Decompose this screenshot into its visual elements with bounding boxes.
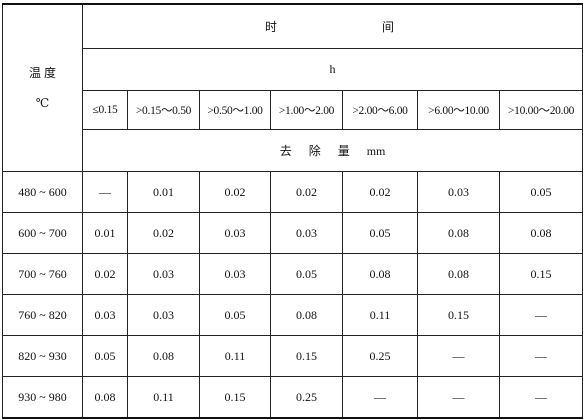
value-cell: — bbox=[498, 335, 584, 377]
table-wrap: 温 度 ℃ 时 间 h ≤0.15 >0.15～0.50 >0.50～1.00 >1.00～2… bbox=[2, 3, 584, 419]
value-cell: 0.02 bbox=[127, 212, 200, 254]
interval-header: >0.15～0.50 bbox=[127, 90, 200, 130]
time-header: 时 间 bbox=[81, 3, 584, 49]
temperature-header-cell: 温 度 ℃ bbox=[2, 3, 83, 172]
value-cell: 0.03 bbox=[127, 294, 200, 336]
value-cell: 0.01 bbox=[82, 212, 128, 254]
time-unit: h bbox=[81, 48, 584, 91]
value-cell: 0.25 bbox=[270, 376, 343, 419]
value-cell: 0.03 bbox=[270, 212, 343, 254]
value-cell: 0.02 bbox=[270, 171, 343, 213]
value-cell: 0.03 bbox=[199, 212, 271, 254]
temperature-cell: 480 ~ 600 bbox=[2, 171, 83, 213]
value-cell: 0.11 bbox=[342, 294, 418, 336]
value-cell: 0.05 bbox=[498, 171, 584, 213]
table-row: 去 除 量 mm bbox=[3, 129, 584, 172]
value-cell: 0.11 bbox=[127, 376, 200, 419]
removal-header: 去 除 量 mm bbox=[81, 129, 584, 172]
value-cell: 0.02 bbox=[342, 171, 418, 213]
value-cell: — bbox=[417, 376, 500, 419]
temperature-cell: 700 ~ 760 bbox=[2, 253, 83, 295]
value-cell: 0.08 bbox=[270, 294, 343, 336]
value-cell: 0.03 bbox=[82, 294, 128, 336]
value-cell: 0.15 bbox=[498, 253, 584, 295]
value-cell: 0.05 bbox=[199, 294, 271, 336]
value-cell: 0.05 bbox=[82, 335, 128, 377]
value-cell: 0.15 bbox=[270, 335, 343, 377]
temperature-cell: 930 ~ 980 bbox=[2, 376, 83, 419]
temperature-cell: 600 ~ 700 bbox=[2, 212, 83, 254]
table-row: 760 ~ 820 0.03 0.03 0.05 0.08 0.11 0.15— bbox=[2, 294, 584, 336]
value-cell: 0.25 bbox=[342, 335, 418, 377]
value-cell: 0.15 bbox=[199, 376, 271, 419]
temperature-unit: ℃ bbox=[35, 96, 50, 110]
value-cell: 0.05 bbox=[270, 253, 343, 295]
table-row: h bbox=[3, 48, 584, 91]
value-cell: 0.08 bbox=[417, 253, 500, 295]
interval-header: ≤0.15 bbox=[82, 90, 128, 130]
value-cell: — bbox=[417, 335, 500, 377]
value-cell: 0.08 bbox=[498, 212, 584, 254]
value-cell: 0.08 bbox=[417, 212, 500, 254]
table-row: 600 ~ 700 0.01 0.02 0.03 0.03 0.05 0.08 0.08 bbox=[2, 212, 584, 254]
temperature-cell: 820 ~ 930 bbox=[2, 335, 83, 377]
table-row: 温 度 ℃ 时 间 bbox=[2, 3, 584, 172]
value-cell: 0.01 bbox=[127, 171, 200, 213]
value-cell: — bbox=[82, 171, 128, 213]
value-cell: — bbox=[498, 294, 584, 336]
temperature-cell: 760 ~ 820 bbox=[2, 294, 83, 336]
table-row: 930 ~ 980 0.08 0.11 0.15 0.25— — — bbox=[2, 376, 584, 419]
value-cell: 0.03 bbox=[127, 253, 200, 295]
value-cell: 0.02 bbox=[199, 171, 271, 213]
value-cell: 0.08 bbox=[127, 335, 200, 377]
interval-header: >0.50～1.00 bbox=[199, 90, 271, 130]
table-row: 820 ~ 930 0.05 0.08 0.11 0.15 0.25— — bbox=[2, 335, 584, 377]
interval-header: >10.00～20.00 bbox=[498, 90, 584, 130]
value-cell: 0.03 bbox=[199, 253, 271, 295]
value-cell: 0.02 bbox=[82, 253, 128, 295]
removal-table: 温 度 ℃ 时 间 h ≤0.15 >0.15～0.50 >0.50～1.00 >1.00～2… bbox=[2, 3, 584, 419]
value-cell: 0.03 bbox=[417, 171, 500, 213]
interval-header: >1.00～2.00 bbox=[270, 90, 343, 130]
value-cell: — bbox=[498, 376, 584, 419]
value-cell: 0.08 bbox=[342, 253, 418, 295]
value-cell: 0.11 bbox=[199, 335, 271, 377]
interval-header: >6.00～10.00 bbox=[417, 90, 500, 130]
table-row: ≤0.15 >0.15～0.50 >0.50～1.00 >1.00～2.00 >2.00… bbox=[3, 90, 584, 130]
table-row: 480 ~ 600—0.01 0.02 0.02 0.02 0.03 0.05 bbox=[2, 171, 584, 213]
value-cell: 0.15 bbox=[417, 294, 500, 336]
value-cell: 0.05 bbox=[342, 212, 418, 254]
interval-header: >2.00～6.00 bbox=[342, 90, 418, 130]
temperature-header: 温 度 bbox=[28, 66, 56, 80]
value-cell: — bbox=[342, 376, 418, 419]
value-cell: 0.08 bbox=[82, 376, 128, 419]
table-row: 700 ~ 760 0.02 0.03 0.03 0.05 0.08 0.08 0.15 bbox=[2, 253, 584, 295]
